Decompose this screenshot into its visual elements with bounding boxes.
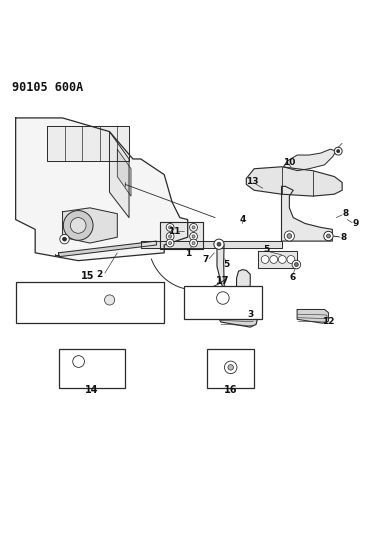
- Text: 90105 600A: 90105 600A: [12, 81, 83, 94]
- Polygon shape: [196, 289, 250, 309]
- Circle shape: [192, 235, 195, 238]
- Circle shape: [166, 232, 174, 240]
- Circle shape: [217, 243, 221, 246]
- Circle shape: [294, 263, 298, 266]
- Circle shape: [169, 241, 172, 245]
- Polygon shape: [16, 118, 188, 261]
- Text: 8: 8: [342, 209, 348, 218]
- Text: 16: 16: [224, 385, 237, 395]
- Text: 8: 8: [340, 233, 346, 241]
- Polygon shape: [282, 187, 332, 241]
- Text: 6: 6: [289, 272, 296, 281]
- Bar: [16, 282, 164, 323]
- Circle shape: [228, 365, 233, 370]
- Polygon shape: [246, 167, 342, 196]
- Circle shape: [192, 226, 195, 229]
- Text: 2: 2: [97, 270, 103, 279]
- Circle shape: [261, 255, 269, 263]
- Polygon shape: [218, 304, 257, 327]
- Circle shape: [169, 235, 172, 238]
- Circle shape: [292, 260, 301, 269]
- Polygon shape: [160, 222, 203, 249]
- Polygon shape: [63, 208, 117, 243]
- Text: 1: 1: [185, 249, 191, 259]
- Polygon shape: [109, 132, 129, 217]
- Circle shape: [334, 147, 342, 155]
- Polygon shape: [297, 310, 328, 323]
- Polygon shape: [59, 241, 156, 257]
- Polygon shape: [217, 241, 250, 308]
- Circle shape: [324, 231, 333, 241]
- Text: 9: 9: [353, 219, 359, 228]
- Circle shape: [104, 295, 115, 305]
- Circle shape: [166, 239, 174, 247]
- Circle shape: [278, 255, 286, 263]
- Polygon shape: [48, 290, 130, 312]
- Polygon shape: [117, 149, 131, 196]
- Circle shape: [337, 150, 340, 153]
- Text: 12: 12: [322, 317, 335, 326]
- Circle shape: [190, 239, 197, 247]
- Circle shape: [287, 255, 295, 263]
- Polygon shape: [283, 149, 336, 171]
- Text: 11: 11: [168, 227, 180, 236]
- Polygon shape: [258, 251, 297, 269]
- Circle shape: [169, 226, 172, 229]
- Circle shape: [70, 217, 86, 233]
- Bar: [59, 349, 125, 387]
- Text: 5: 5: [263, 245, 269, 254]
- Circle shape: [270, 255, 278, 263]
- Text: 15: 15: [81, 271, 95, 281]
- Circle shape: [63, 211, 93, 240]
- Circle shape: [166, 223, 174, 231]
- Text: 17: 17: [216, 276, 230, 286]
- Text: 7: 7: [203, 255, 209, 264]
- Circle shape: [284, 231, 294, 241]
- Circle shape: [326, 234, 330, 238]
- Bar: [184, 286, 262, 319]
- Circle shape: [287, 233, 292, 238]
- Text: 10: 10: [283, 158, 296, 167]
- Circle shape: [192, 241, 195, 245]
- Circle shape: [217, 292, 229, 304]
- Bar: [207, 349, 254, 387]
- Circle shape: [60, 235, 69, 244]
- Text: 14: 14: [85, 385, 99, 395]
- Circle shape: [224, 361, 237, 374]
- Circle shape: [190, 232, 197, 240]
- Circle shape: [214, 239, 224, 249]
- Polygon shape: [141, 241, 282, 248]
- Circle shape: [190, 223, 197, 231]
- Polygon shape: [47, 126, 129, 161]
- Text: 4: 4: [239, 215, 246, 224]
- Circle shape: [63, 237, 66, 241]
- Text: 13: 13: [246, 177, 258, 186]
- Text: 5: 5: [223, 260, 229, 269]
- Text: 3: 3: [247, 310, 253, 319]
